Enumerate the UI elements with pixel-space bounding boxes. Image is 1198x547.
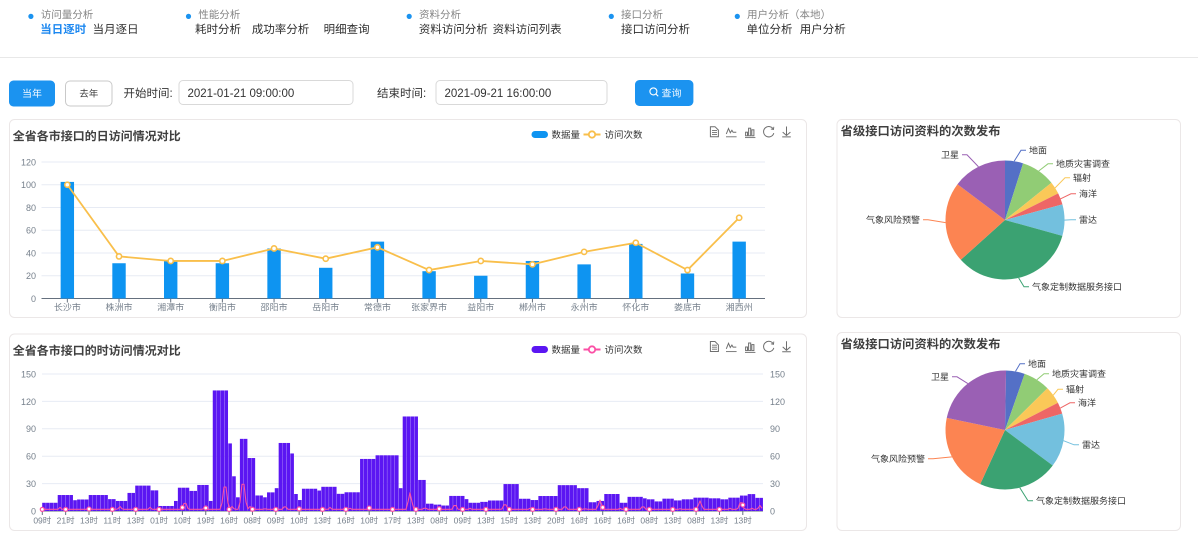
svg-text:16: 16 bbox=[617, 515, 627, 525]
svg-text:13: 13 bbox=[314, 515, 324, 525]
svg-text:08: 08 bbox=[687, 515, 697, 525]
svg-text:16: 16 bbox=[594, 515, 604, 525]
svg-text:13: 13 bbox=[710, 515, 720, 525]
svg-text:80: 80 bbox=[26, 203, 36, 213]
svg-text:120: 120 bbox=[770, 397, 785, 407]
svg-text:20: 20 bbox=[547, 515, 557, 525]
svg-text:13: 13 bbox=[407, 515, 417, 525]
svg-text:150: 150 bbox=[21, 369, 36, 379]
svg-text:16: 16 bbox=[337, 515, 347, 525]
svg-text:10: 10 bbox=[290, 515, 300, 525]
svg-text:0: 0 bbox=[31, 294, 36, 304]
svg-text:16: 16 bbox=[570, 515, 580, 525]
svg-text::: : bbox=[170, 88, 173, 100]
svg-text:13: 13 bbox=[664, 515, 674, 525]
svg-text:09: 09 bbox=[454, 515, 464, 525]
svg-text:60: 60 bbox=[26, 452, 36, 462]
svg-text:09: 09 bbox=[33, 515, 43, 525]
svg-text:17: 17 bbox=[384, 515, 394, 525]
svg-text:01: 01 bbox=[150, 515, 160, 525]
svg-text:08: 08 bbox=[243, 515, 253, 525]
svg-text:60: 60 bbox=[770, 452, 780, 462]
svg-text:11: 11 bbox=[103, 515, 112, 525]
svg-text:13: 13 bbox=[80, 515, 90, 525]
svg-text::: : bbox=[423, 88, 426, 100]
svg-text:30: 30 bbox=[770, 479, 780, 489]
svg-text:13: 13 bbox=[524, 515, 534, 525]
svg-text:21: 21 bbox=[57, 515, 67, 525]
svg-text:90: 90 bbox=[770, 424, 780, 434]
svg-text:150: 150 bbox=[770, 369, 785, 379]
svg-text:100: 100 bbox=[21, 180, 36, 190]
svg-text:08: 08 bbox=[430, 515, 440, 525]
svg-text:60: 60 bbox=[26, 226, 36, 236]
svg-text:19: 19 bbox=[197, 515, 207, 525]
svg-text:09: 09 bbox=[267, 515, 277, 525]
svg-text:13: 13 bbox=[127, 515, 137, 525]
svg-text:30: 30 bbox=[26, 479, 36, 489]
svg-text:2021-01-21 09:00:00: 2021-01-21 09:00:00 bbox=[188, 88, 295, 100]
svg-text:120: 120 bbox=[21, 157, 36, 167]
svg-text:16: 16 bbox=[220, 515, 230, 525]
svg-text:20: 20 bbox=[26, 271, 36, 281]
svg-text:0: 0 bbox=[770, 506, 775, 516]
svg-text:0: 0 bbox=[31, 506, 36, 516]
svg-text:40: 40 bbox=[26, 248, 36, 258]
svg-text:08: 08 bbox=[640, 515, 650, 525]
svg-text:90: 90 bbox=[26, 424, 36, 434]
svg-text:13: 13 bbox=[734, 515, 744, 525]
svg-text:15: 15 bbox=[500, 515, 510, 525]
svg-text:10: 10 bbox=[360, 515, 370, 525]
svg-text:2021-09-21 16:00:00: 2021-09-21 16:00:00 bbox=[445, 88, 552, 100]
svg-text:120: 120 bbox=[21, 397, 36, 407]
svg-text:10: 10 bbox=[173, 515, 183, 525]
svg-text:13: 13 bbox=[477, 515, 487, 525]
